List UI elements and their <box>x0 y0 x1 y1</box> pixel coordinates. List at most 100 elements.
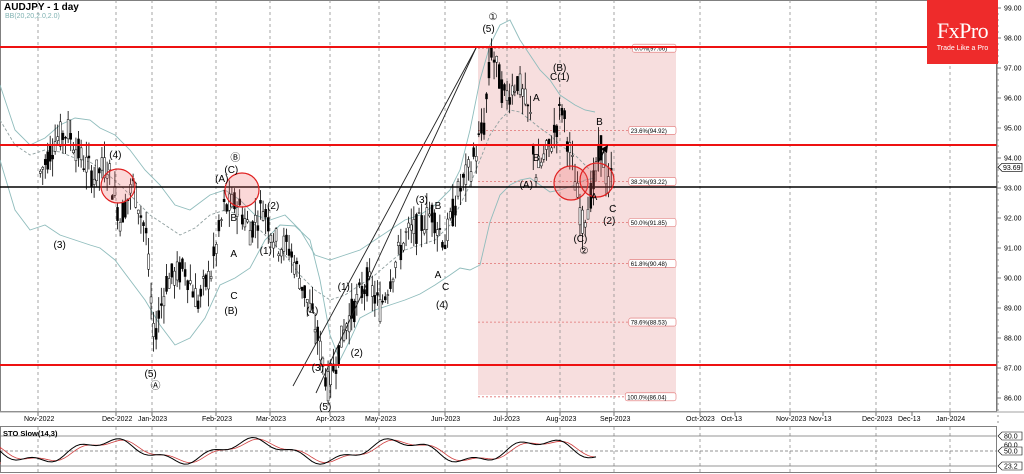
svg-text:A: A <box>533 93 540 104</box>
svg-text:(5): (5) <box>319 402 331 413</box>
svg-text:Oct-13: Oct-13 <box>721 416 742 423</box>
svg-text:(2): (2) <box>603 216 615 227</box>
svg-text:B: B <box>596 117 603 128</box>
svg-text:86.00: 86.00 <box>1004 396 1022 403</box>
svg-text:(A): (A) <box>520 180 533 191</box>
svg-text:98.00: 98.00 <box>1004 36 1022 43</box>
circle-wave-a <box>553 165 589 201</box>
svg-text:B: B <box>435 201 442 212</box>
svg-text:78.6%(88.53): 78.6%(88.53) <box>631 321 667 327</box>
price-axis: 99.00 98.00 97.00 96.00 95.00 94.00 93.00 92.00… <box>996 0 1023 423</box>
svg-text:Sep-2023: Sep-2023 <box>600 416 630 423</box>
svg-text:Nov-2023: Nov-2023 <box>776 416 806 423</box>
logo-brand: FxPro <box>936 18 989 43</box>
svg-text:(5): (5) <box>145 369 157 380</box>
projection-arrow <box>597 145 608 163</box>
svg-text:23.6%(94.92): 23.6%(94.92) <box>631 129 667 135</box>
logo-tagline: Trade Like a Pro <box>936 45 989 52</box>
svg-text:38.2%(93.22): 38.2%(93.22) <box>631 180 667 186</box>
svg-text:Jan-2024: Jan-2024 <box>936 416 965 423</box>
svg-text:94.00: 94.00 <box>1004 156 1022 163</box>
svg-text:92.00: 92.00 <box>1004 216 1022 223</box>
svg-text:99.00: 99.00 <box>1004 6 1022 13</box>
svg-text:C(1): C(1) <box>550 72 569 83</box>
trend-line <box>315 47 477 394</box>
svg-text:Jan-2023: Jan-2023 <box>138 416 167 423</box>
bollinger-bands <box>0 19 596 362</box>
svg-text:(3): (3) <box>54 240 66 251</box>
svg-text:100.0%(86.04): 100.0%(86.04) <box>627 395 666 401</box>
svg-text:89.00: 89.00 <box>1004 306 1022 313</box>
svg-text:May-2023: May-2023 <box>365 416 396 423</box>
sto-panel: 80.0 60.050.0 23.2 <box>0 431 1023 471</box>
svg-text:(4): (4) <box>109 150 121 161</box>
svg-text:0.0%(97.66): 0.0%(97.66) <box>634 47 667 53</box>
svg-text:C: C <box>442 282 449 293</box>
svg-text:80.0: 80.0 <box>1004 434 1018 441</box>
svg-text:(2): (2) <box>267 201 279 212</box>
svg-text:B: B <box>533 153 540 164</box>
svg-text:Feb-2023: Feb-2023 <box>202 416 232 423</box>
svg-text:61.8%(90.48): 61.8%(90.48) <box>631 262 667 268</box>
svg-text:96.00: 96.00 <box>1004 96 1022 103</box>
svg-text:90.00: 90.00 <box>1004 276 1022 283</box>
sto-plot-frame <box>0 426 997 473</box>
sto-title: STO Slow(14,3) <box>3 429 58 438</box>
svg-text:Mar-2023: Mar-2023 <box>256 416 286 423</box>
svg-text:A: A <box>435 270 442 281</box>
chart-title: AUDJPY - 1 day <box>4 2 79 13</box>
circle-wave-c <box>224 172 260 208</box>
svg-text:Jul-2023: Jul-2023 <box>493 416 520 423</box>
svg-text:87.00: 87.00 <box>1004 366 1022 373</box>
svg-text:95.00: 95.00 <box>1004 126 1022 133</box>
svg-text:Dec-2023: Dec-2023 <box>862 416 892 423</box>
svg-text:(1): (1) <box>338 282 350 293</box>
svg-text:②: ② <box>579 246 588 257</box>
svg-text:97.00: 97.00 <box>1004 66 1022 73</box>
svg-text:88.00: 88.00 <box>1004 336 1022 343</box>
svg-text:(A): (A) <box>215 174 228 185</box>
svg-text:C: C <box>609 204 616 215</box>
svg-text:C: C <box>230 291 237 302</box>
svg-text:(2): (2) <box>351 348 363 359</box>
sto-axis: 80.0 60.050.0 23.2 <box>997 431 1023 471</box>
elliott-wave-labels: (4)(3)(5)ⒶⒷ(C)(A)BAC(B)(2)(1)(4)(3)(5)(1… <box>54 12 617 413</box>
svg-text:Ⓐ: Ⓐ <box>151 380 161 392</box>
highlight-circles <box>100 162 615 208</box>
svg-text:A: A <box>230 249 237 260</box>
svg-text:(3): (3) <box>416 195 428 206</box>
svg-text:(C): (C) <box>573 234 587 245</box>
trend-line-2 <box>292 47 477 387</box>
svg-text:60.0: 60.0 <box>1004 443 1018 450</box>
sto-main-line <box>0 436 597 465</box>
svg-text:(5): (5) <box>482 24 494 35</box>
svg-text:(C): (C) <box>224 165 238 176</box>
svg-text:Nov-13: Nov-13 <box>809 416 832 423</box>
svg-text:(4): (4) <box>306 306 318 317</box>
fxpro-logo: FxPro Trade Like a Pro <box>927 0 998 64</box>
svg-text:23.2: 23.2 <box>1004 464 1018 471</box>
svg-text:B: B <box>230 213 237 224</box>
svg-text:93.00: 93.00 <box>1004 186 1022 193</box>
svg-text:①: ① <box>488 12 497 23</box>
circle-wave-c2 <box>579 162 615 198</box>
svg-text:Apr-2023: Apr-2023 <box>316 416 345 423</box>
svg-text:Nov-2022: Nov-2022 <box>24 416 54 423</box>
svg-text:A: A <box>591 192 598 203</box>
svg-text:91.00: 91.00 <box>1004 246 1022 253</box>
time-axis: Nov-2022 Dec-2022 Jan-2023 Feb-2023 Mar-2023… <box>24 412 965 423</box>
circle-wave-4 <box>100 168 136 204</box>
svg-text:93.69: 93.69 <box>1003 165 1021 172</box>
svg-text:(1): (1) <box>260 246 272 257</box>
svg-text:(3): (3) <box>312 363 324 374</box>
svg-text:(4): (4) <box>436 300 448 311</box>
vertical-gridlines <box>37 0 951 472</box>
svg-text:(B): (B) <box>224 306 237 317</box>
indicator-label: BB(20,20,2.0,2.0) <box>5 13 60 20</box>
svg-text:Oct-2023: Oct-2023 <box>686 416 715 423</box>
svg-text:50.0%(91.85): 50.0%(91.85) <box>631 221 667 227</box>
svg-text:Ⓑ: Ⓑ <box>230 152 240 164</box>
svg-text:Aug-2023: Aug-2023 <box>546 416 576 423</box>
